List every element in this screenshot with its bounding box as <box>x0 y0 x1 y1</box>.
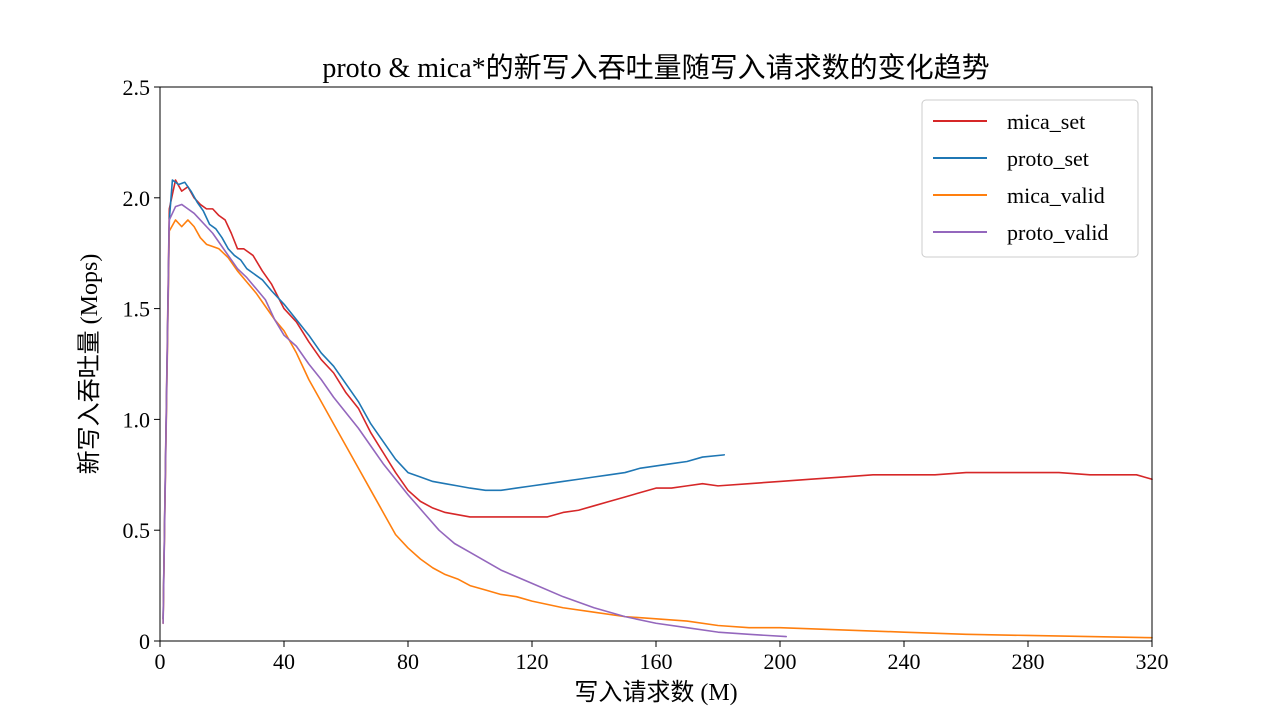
y-axis-label: 新写入吞吐量 (Mops) <box>76 254 103 475</box>
legend: mica_set proto_set mica_valid proto_valid <box>921 99 1139 258</box>
x-tick-label: 240 <box>888 649 921 674</box>
legend-box <box>921 99 1139 258</box>
x-tick-label: 160 <box>640 649 673 674</box>
chart-title: proto & mica*的新写入吞吐量随写入请求数的变化趋势 <box>322 52 989 84</box>
series-line-proto-valid <box>162 203 788 638</box>
series-line-proto-set <box>162 179 726 620</box>
x-tick-label: 40 <box>273 649 295 674</box>
y-tick-label: 0.5 <box>123 518 151 543</box>
y-axis-ticks: 0 0.5 1.0 1.5 2.0 2.5 <box>123 75 160 654</box>
legend-label: proto_set <box>1007 146 1089 171</box>
legend-label: mica_set <box>1007 109 1085 134</box>
x-tick-label: 280 <box>1012 649 1045 674</box>
y-tick-label: 2.5 <box>123 75 151 100</box>
x-tick-label: 320 <box>1136 649 1169 674</box>
legend-label: mica_valid <box>1007 183 1105 208</box>
series-layer <box>162 179 1153 639</box>
x-tick-label: 0 <box>155 649 166 674</box>
y-tick-label: 1.5 <box>123 297 151 322</box>
legend-label: proto_valid <box>1007 220 1108 245</box>
x-tick-label: 120 <box>516 649 549 674</box>
series-line-mica-set <box>162 179 1153 620</box>
y-tick-label: 2.0 <box>123 186 151 211</box>
x-axis-ticks: 0 40 80 120 160 200 240 280 320 <box>155 641 1169 674</box>
y-tick-label: 1.0 <box>123 407 151 432</box>
x-tick-label: 200 <box>764 649 797 674</box>
y-tick-label: 0 <box>139 629 150 654</box>
series-line-mica-valid <box>162 219 1153 639</box>
x-axis-label: 写入请求数 (M) <box>574 679 737 706</box>
x-tick-label: 80 <box>397 649 419 674</box>
